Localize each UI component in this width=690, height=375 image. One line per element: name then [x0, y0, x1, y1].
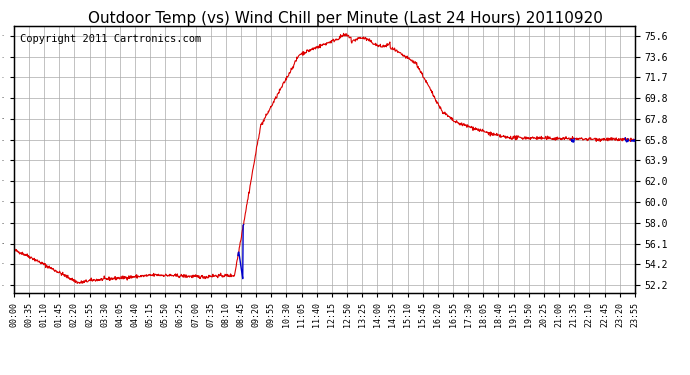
- Text: Outdoor Temp (vs) Wind Chill per Minute (Last 24 Hours) 20110920: Outdoor Temp (vs) Wind Chill per Minute …: [88, 11, 602, 26]
- Text: Copyright 2011 Cartronics.com: Copyright 2011 Cartronics.com: [20, 34, 201, 44]
